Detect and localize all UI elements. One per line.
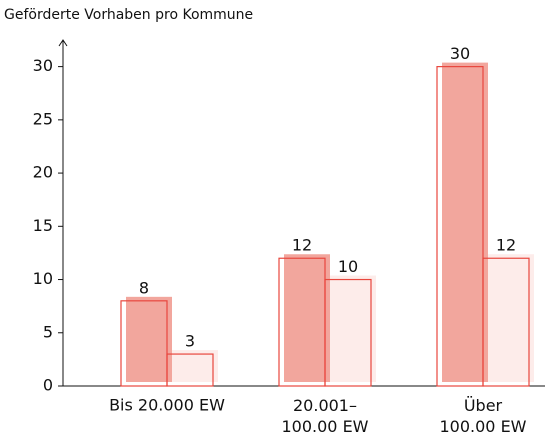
value-label: 10 [338,257,358,276]
value-label: 30 [450,44,470,63]
y-tick-label: 25 [33,109,53,128]
bar [488,254,534,382]
bar-outline [120,300,168,387]
y-tick-label: 20 [33,163,53,182]
value-label: 12 [292,236,312,255]
bar-outline [166,353,214,387]
value-label: 8 [139,278,149,297]
value-label: 12 [496,236,516,255]
x-tick-label: Bis 20.000 EW [109,396,225,415]
bar-outline [324,278,372,387]
y-tick-label: 15 [33,216,53,235]
bar-outline [436,66,484,387]
bar [126,296,172,382]
value-label: 3 [185,332,195,351]
bar [330,275,376,382]
bar [284,254,330,382]
x-tick-label: 20.001– 100.00 EW [282,396,369,436]
y-tick-label: 5 [43,322,53,341]
y-axis-arrow [58,39,68,47]
chart-title: Geförderte Vorhaben pro Kommune [4,7,253,23]
y-tick-label: 10 [33,269,53,288]
bar-outline [482,257,530,387]
x-tick-label: Über 100.00 EW [440,396,527,436]
y-tick-label: 30 [33,56,53,75]
bar [442,62,488,382]
y-tick-label: 0 [43,376,53,395]
bar [172,350,218,382]
